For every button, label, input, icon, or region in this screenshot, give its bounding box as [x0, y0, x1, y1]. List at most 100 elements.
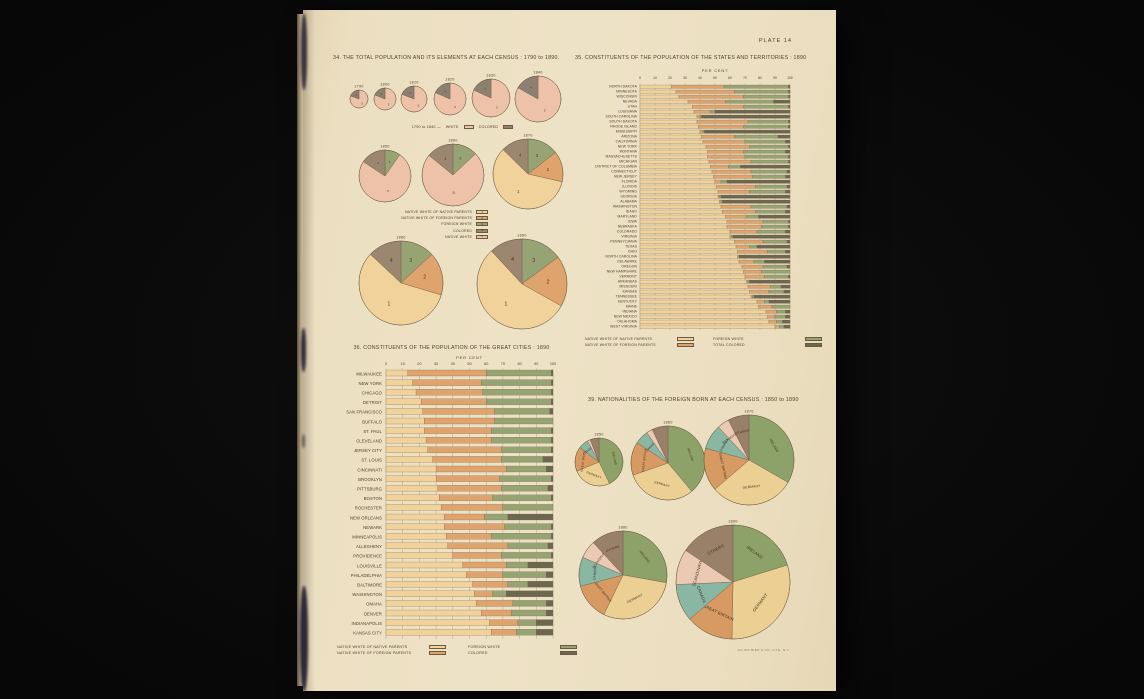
tick-label: 40	[698, 76, 702, 80]
bar-segment	[474, 590, 494, 597]
pie-slice-label: GERMANY	[626, 592, 644, 604]
bar-segment	[744, 154, 789, 159]
bar-segment	[752, 174, 786, 179]
bar-segment	[719, 194, 722, 199]
bar-segment	[385, 619, 490, 626]
chart34-key-legend: NATIVE WHITE OF NATIVE PARENTS 1 NATIVE WH…	[398, 210, 488, 241]
row-label: DENVER	[364, 611, 382, 616]
bar-segment	[491, 427, 552, 434]
pie-slice-label: 1	[387, 301, 390, 307]
bar-segment	[639, 244, 737, 249]
bar-segment	[734, 134, 779, 139]
tick-label: 40	[451, 362, 455, 366]
tick-label: 90	[534, 362, 538, 366]
row-label: CONNECTICUT	[611, 170, 637, 174]
bar-segment	[551, 533, 554, 540]
row-label: PROVIDENCE	[353, 554, 382, 559]
pie-year-label: 1790	[354, 85, 364, 89]
bar-segment	[639, 99, 689, 104]
pie-outline	[492, 138, 564, 210]
bar-segment	[675, 89, 735, 94]
pie-year-label: 1880	[618, 526, 628, 530]
pie-year-label: 1820	[445, 78, 455, 82]
row-label: SOUTH DAKOTA	[609, 120, 637, 124]
row-label: LOUISVILLE	[357, 563, 382, 568]
bar-segment	[747, 119, 789, 124]
bar-segment	[744, 274, 765, 279]
pie-slice-label: 3	[409, 258, 412, 264]
bar-segment	[385, 552, 453, 559]
bar-segment	[481, 379, 552, 386]
bar-segment	[725, 214, 747, 219]
bar-segment	[476, 600, 514, 607]
bar-segment	[743, 104, 789, 109]
bar-segment	[723, 84, 789, 89]
bar-segment	[385, 456, 433, 463]
bar-segment	[774, 324, 780, 329]
pie-slice-label: GREAT BRITAIN	[580, 448, 587, 473]
bar-segment	[639, 239, 735, 244]
bar-segment	[771, 304, 791, 309]
row-label: VERMONT	[619, 275, 637, 279]
row-label: ARIZONA	[621, 135, 637, 139]
bar-segment	[720, 179, 728, 184]
bar-segment	[639, 219, 728, 224]
chart36-legend-col1: NATIVE WHITE OF NATIVE PARENTS NATIVE WHI…	[337, 645, 446, 657]
bar-segment	[424, 417, 495, 425]
bar-segment	[741, 264, 764, 269]
chart36-legend-col2: FOREIGN WHITE COLORED	[468, 645, 577, 657]
bar-segment	[788, 224, 791, 229]
row-label: DELAWARE	[617, 260, 637, 264]
pie-slice-label: 3	[459, 157, 461, 161]
pie-year-label: 1870	[523, 134, 533, 138]
row-label: WEST VIRGINIA	[610, 325, 637, 329]
bar-segment	[738, 254, 791, 259]
bar-segment	[639, 214, 726, 219]
bar-segment	[385, 417, 425, 425]
bar-segment	[707, 154, 746, 159]
bar-segment	[699, 129, 704, 134]
legend-item: NATIVE WHITE 5	[398, 234, 488, 239]
pie-slice-label: IRELAND	[686, 448, 695, 462]
bar-segment	[701, 114, 791, 119]
legend-label: COLORED	[453, 228, 472, 233]
legend-swatch: 1	[476, 210, 488, 214]
bar-segment	[484, 513, 509, 521]
chart35-legend-col2: FOREIGN WHITE TOTAL COLORED	[713, 337, 822, 349]
row-label: ILLINOIS	[622, 185, 637, 189]
bar-segment	[385, 427, 425, 434]
bar-segment	[737, 254, 740, 259]
bar-segment	[780, 284, 791, 289]
bar-segment	[385, 494, 440, 501]
bar-segment	[639, 229, 731, 234]
bar-segment	[499, 475, 552, 482]
row-label: UTAH	[628, 105, 638, 109]
inline-legend-label: WHITE	[445, 125, 459, 129]
bar-segment	[639, 274, 746, 279]
row-label: FLORIDA	[622, 180, 638, 184]
row-label: PITTSBURG	[357, 487, 382, 492]
row-label: OMAHA	[366, 602, 382, 607]
pie-slice-label: 4	[444, 157, 446, 161]
pie-slice-label: 5	[387, 189, 389, 193]
bar-segment	[639, 299, 758, 304]
bar-segment	[704, 129, 791, 134]
bar-segment	[639, 269, 744, 274]
bar-segment	[639, 154, 708, 159]
pie-slice-label: 4	[531, 86, 533, 90]
binding-mark	[301, 328, 306, 372]
bar-segment	[639, 224, 728, 229]
pie-year-label: 1830	[486, 74, 496, 78]
bar-segment	[788, 124, 791, 129]
bar-segment	[788, 154, 791, 159]
lithographer-credit: JULIUS BIEN & CO. LITH. N.Y.	[737, 648, 790, 652]
row-label: SAN FRANCISCO	[346, 410, 382, 415]
bar-segment	[639, 149, 708, 154]
legend-swatch	[677, 343, 694, 347]
bar-segment	[752, 294, 755, 299]
bar-segment	[424, 427, 492, 434]
bar-segment	[692, 104, 744, 109]
bar-segment	[726, 179, 791, 184]
tick-label: 20	[417, 362, 421, 366]
bar-segment	[507, 542, 549, 549]
